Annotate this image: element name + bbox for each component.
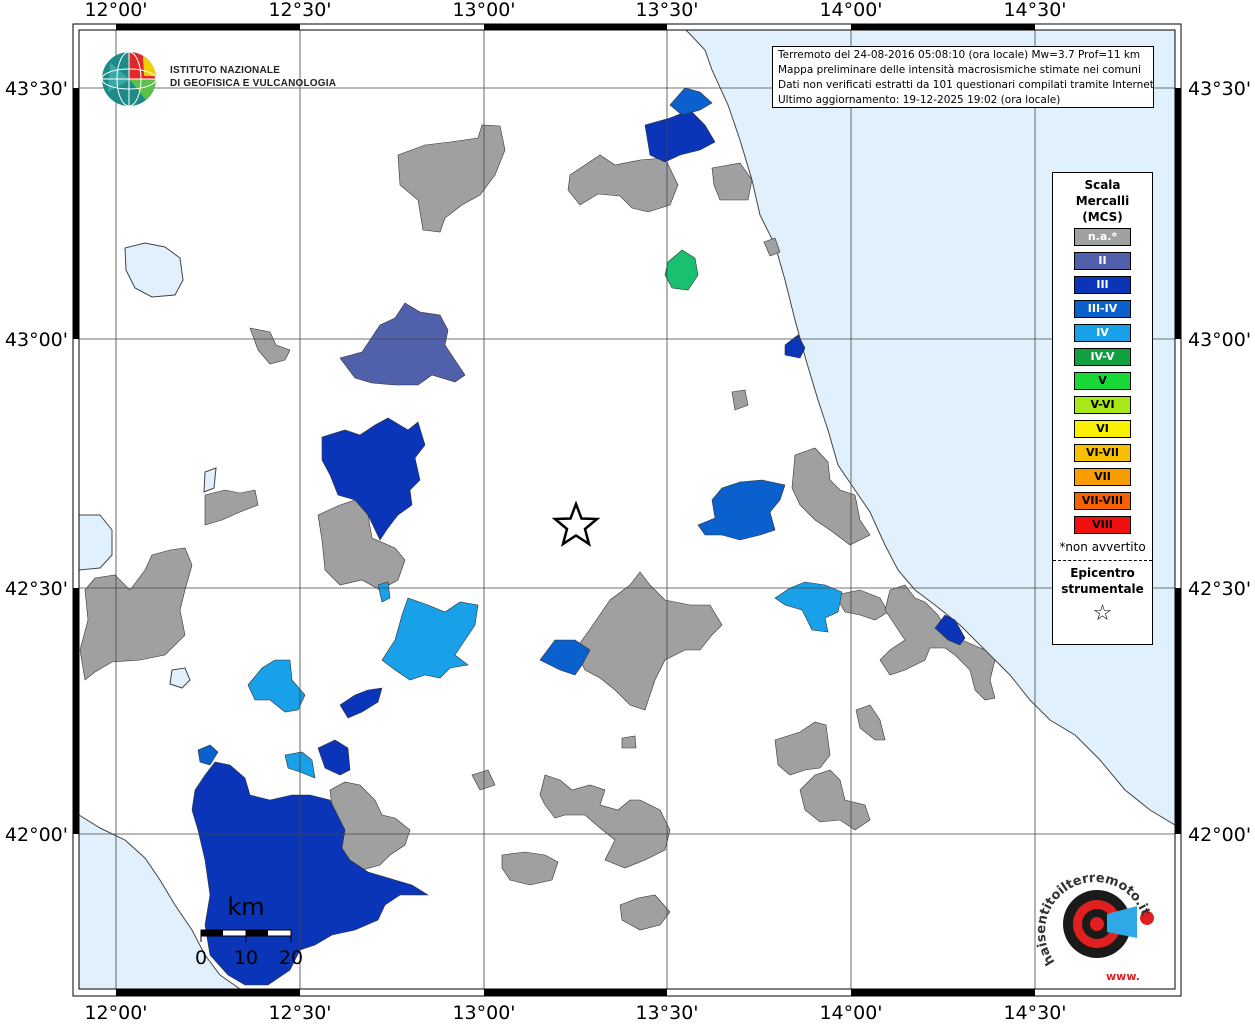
lat-tick-labels-right: 43°30' 43°00' 42°30' 42°00' <box>1188 78 1251 846</box>
legend-item: IV-V <box>1074 348 1131 366</box>
scale-bar: km 0 10 20 <box>195 893 303 969</box>
lat-tick-labels-left: 43°30' 43°00' 42°30' 42°00' <box>5 78 68 846</box>
lat-tick-label: 43°30' <box>5 78 68 100</box>
legend-item: III-IV <box>1074 300 1131 318</box>
legend-items: n.a.* II III III-IV IV IV-V V V-VI VI VI-VII VII VI… <box>1053 228 1152 534</box>
lat-tick-label: 42°30' <box>1188 578 1251 600</box>
comune-intensity-iv-v <box>664 249 699 291</box>
comuni-intensity-iv <box>247 581 843 779</box>
comuni-intensity-iii-iv <box>197 87 786 766</box>
legend-item: IV <box>1074 324 1131 342</box>
comune-intensity-ii <box>339 302 466 386</box>
lat-tick-label: 42°00' <box>5 824 68 846</box>
scale-tick-label: 0 <box>195 947 207 969</box>
lon-tick-label: 14°00' <box>819 1002 882 1024</box>
scale-tick-label: 20 <box>279 947 303 969</box>
event-info-box: Terremoto del 24-08-2016 05:08:10 (ora l… <box>772 46 1154 108</box>
small-lake <box>169 667 191 689</box>
haisentitoilterremoto-logo: haisentitoilterremoto.it www. <box>1035 871 1154 983</box>
graticule <box>79 30 1175 989</box>
lon-tick-labels-top: 12°00' 12°30' 13°00' 13°30' 14°00' 14°30… <box>84 0 1066 21</box>
legend-item: II <box>1074 252 1131 270</box>
lon-tick-label: 14°00' <box>819 0 882 21</box>
legend-item: VI-VII <box>1074 444 1131 462</box>
scale-tick-label: 10 <box>234 947 258 969</box>
legend-item: V-VI <box>1074 396 1131 414</box>
event-info-line: Ultimo aggiornamento: 19-12-2025 19:02 (… <box>778 94 1061 106</box>
event-info-line: Mappa preliminare delle intensità macros… <box>778 64 1141 76</box>
lon-tick-label: 12°00' <box>84 1002 147 1024</box>
legend-item: VII-VIII <box>1074 492 1131 510</box>
lon-tick-label: 13°00' <box>452 0 515 21</box>
lat-tick-label: 42°30' <box>5 578 68 600</box>
lon-tick-label: 13°30' <box>635 1002 698 1024</box>
ingv-logo <box>101 51 157 107</box>
lon-tick-label: 12°00' <box>84 0 147 21</box>
legend-epicenter-line: strumentale <box>1061 582 1144 596</box>
ingv-name: ISTITUTO NAZIONALE DI GEOFISICA E VULCAN… <box>170 64 336 90</box>
epicenter-star-icon <box>551 500 601 547</box>
legend-epicenter-label: Epicentro strumentale <box>1053 565 1152 597</box>
legend-star-icon: ☆ <box>1092 601 1113 626</box>
legend-item: n.a.* <box>1074 228 1131 246</box>
legend-item: VI <box>1074 420 1131 438</box>
lon-tick-label: 14°30' <box>1003 1002 1066 1024</box>
comuni-not-felt <box>79 124 996 931</box>
legend-title-line: Mercalli <box>1075 194 1130 208</box>
small-lake-2 <box>203 467 217 493</box>
map-frame <box>72 23 1182 997</box>
event-info-line: Terremoto del 24-08-2016 05:08:10 (ora l… <box>778 49 1141 61</box>
legend-epicenter-line: Epicentro <box>1070 566 1135 580</box>
legend-item: VII <box>1074 468 1131 486</box>
ingv-name-line2: DI GEOFISICA E VULCANOLOGIA <box>170 78 337 89</box>
legend-title-line: (MCS) <box>1082 210 1123 224</box>
legend-divider <box>1053 560 1152 561</box>
legend-title: Scala Mercalli (MCS) <box>1053 177 1152 225</box>
lon-tick-label: 12°30' <box>268 1002 331 1024</box>
lon-tick-label: 14°30' <box>1003 0 1066 21</box>
ingv-name-line1: ISTITUTO NAZIONALE <box>170 65 281 76</box>
event-info-line: Dati non verificati estratti da 101 ques… <box>778 79 1154 91</box>
lake-trasimeno <box>124 242 184 298</box>
legend-note: *non avvertito <box>1059 540 1146 554</box>
lat-tick-label: 43°00' <box>5 329 68 351</box>
hsit-www-text: www. <box>1106 970 1140 983</box>
comuni-intensity-iii <box>191 109 966 986</box>
lat-tick-label: 43°00' <box>1188 329 1251 351</box>
mcs-legend: Scala Mercalli (MCS) n.a.* II III III-IV IV I… <box>1052 172 1153 645</box>
lon-tick-label: 13°30' <box>635 0 698 21</box>
lat-tick-label: 43°30' <box>1188 78 1251 100</box>
scale-unit-label: km <box>227 893 264 921</box>
legend-title-line: Scala <box>1084 178 1121 192</box>
legend-item: III <box>1074 276 1131 294</box>
lon-tick-label: 12°30' <box>268 0 331 21</box>
legend-item: VIII <box>1074 516 1131 534</box>
lat-tick-label: 42°00' <box>1188 824 1251 846</box>
lon-tick-labels-bottom: 12°00' 12°30' 13°00' 13°30' 14°00' 14°30… <box>84 1002 1066 1024</box>
legend-item: V <box>1074 372 1131 390</box>
lon-tick-label: 13°00' <box>452 1002 515 1024</box>
